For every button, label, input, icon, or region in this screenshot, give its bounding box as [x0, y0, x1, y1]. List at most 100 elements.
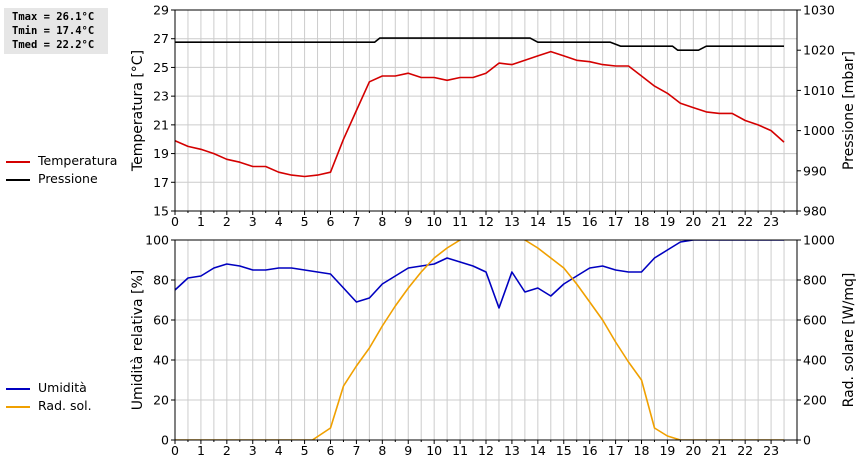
- y2-tick-label: 400: [803, 353, 827, 368]
- x-tick-label: 18: [634, 214, 650, 229]
- plot-border-bottom: [174, 239, 798, 441]
- y-tick-label: 23: [153, 89, 169, 104]
- stat-tmin: Tmin = 17.4°C: [12, 25, 95, 37]
- x-tick-label: 12: [478, 443, 494, 458]
- x-tick-label: 22: [737, 443, 753, 458]
- y2-axis-title-top: Pressione [mbar]: [841, 51, 857, 170]
- x-tick-label: 15: [556, 214, 572, 229]
- legend-label-radiation: Rad. sol.: [38, 398, 92, 413]
- y2-tick-label: 1000: [803, 233, 835, 248]
- x-tick-label: 23: [763, 214, 779, 229]
- legend-item-pressure: Pressione: [6, 170, 117, 188]
- y-tick-label: 21: [153, 117, 169, 132]
- x-tick-label: 10: [426, 443, 442, 458]
- x-tick-label: 17: [608, 443, 624, 458]
- x-tick-label: 11: [452, 214, 468, 229]
- legend-label-temperature: Temperatura: [38, 153, 118, 168]
- plot-border-top: [174, 9, 798, 212]
- x-tick-label: 11: [452, 443, 468, 458]
- series-line-top-1: [175, 37, 784, 52]
- x-tick-label: 9: [404, 214, 412, 229]
- y-tick-label: 25: [153, 60, 169, 75]
- x-tick-label: 13: [504, 214, 520, 229]
- y2-tick-label: 1030: [803, 3, 835, 18]
- y-tick-label: 60: [153, 313, 169, 328]
- x-tick-label: 0: [171, 214, 179, 229]
- x-tick-label: 0: [171, 443, 179, 458]
- y-axis-title-top: Temperatura [°C]: [130, 50, 146, 172]
- legend-item-temperature: Temperatura: [6, 152, 117, 170]
- stat-tmed: Tmed = 22.2°C: [12, 39, 95, 51]
- series-line-top-0: [175, 50, 785, 178]
- y2-axis-title-bottom: Rad. solare [W/mq]: [841, 273, 857, 408]
- stats-box: Tmax = 26.1°C Tmin = 17.4°C Tmed = 22.2°…: [4, 8, 108, 54]
- x-tick-label: 3: [249, 214, 257, 229]
- x-tick-label: 9: [404, 443, 412, 458]
- y-tick-label: 100: [145, 233, 169, 248]
- x-tick-label: 21: [711, 214, 727, 229]
- x-tick-label: 3: [249, 443, 257, 458]
- y2-tick-label: 1020: [803, 43, 835, 58]
- y-tick-label: 19: [153, 146, 169, 161]
- x-tick-label: 8: [378, 443, 386, 458]
- y2-tick-label: 1000: [803, 123, 835, 138]
- x-tick-label: 10: [426, 214, 442, 229]
- y2-tick-label: 800: [803, 273, 827, 288]
- x-tick-label: 16: [582, 443, 598, 458]
- y-tick-label: 27: [153, 31, 169, 46]
- x-tick-label: 18: [634, 443, 650, 458]
- series-line-bottom-0: [175, 240, 784, 309]
- y-tick-label: 17: [153, 175, 169, 190]
- x-tick-label: 6: [327, 214, 335, 229]
- legend-top: Temperatura Pressione: [6, 152, 117, 188]
- x-tick-label: 2: [223, 214, 231, 229]
- legend-bottom: Umidità Rad. sol.: [6, 379, 92, 415]
- x-tick-label: 21: [711, 443, 727, 458]
- y-tick-label: 0: [161, 433, 169, 448]
- x-tick-label: 15: [556, 443, 572, 458]
- y2-tick-label: 990: [803, 163, 827, 178]
- y-axis-title-bottom: Umidità relativa [%]: [130, 270, 146, 411]
- x-tick-label: 1: [197, 214, 205, 229]
- x-tick-label: 22: [737, 214, 753, 229]
- legend-label-pressure: Pressione: [38, 171, 98, 186]
- y2-tick-label: 0: [803, 433, 811, 448]
- y2-tick-label: 200: [803, 393, 827, 408]
- x-tick-label: 8: [378, 214, 386, 229]
- x-tick-label: 19: [659, 443, 675, 458]
- legend-label-humidity: Umidità: [38, 380, 87, 395]
- legend-swatch-radiation: [6, 405, 30, 408]
- x-tick-label: 7: [352, 214, 360, 229]
- legend-swatch-pressure: [6, 178, 30, 181]
- x-tick-label: 14: [530, 214, 546, 229]
- x-tick-label: 17: [608, 214, 624, 229]
- x-tick-label: 4: [275, 214, 283, 229]
- x-tick-label: 16: [582, 214, 598, 229]
- y2-tick-label: 1010: [803, 83, 835, 98]
- legend-swatch-temperature: [6, 160, 30, 163]
- x-tick-label: 20: [685, 214, 701, 229]
- x-tick-label: 5: [301, 214, 309, 229]
- legend-item-humidity: Umidità: [6, 379, 92, 397]
- x-tick-label: 12: [478, 214, 494, 229]
- y-tick-label: 40: [153, 353, 169, 368]
- y-tick-label: 15: [153, 204, 169, 219]
- x-tick-label: 19: [659, 214, 675, 229]
- x-tick-label: 7: [352, 443, 360, 458]
- x-tick-label: 23: [763, 443, 779, 458]
- y2-tick-label: 600: [803, 313, 827, 328]
- x-tick-label: 5: [301, 443, 309, 458]
- x-tick-label: 14: [530, 443, 546, 458]
- y2-tick-label: 980: [803, 204, 827, 219]
- x-tick-label: 4: [275, 443, 283, 458]
- legend-swatch-humidity: [6, 387, 30, 390]
- x-tick-label: 2: [223, 443, 231, 458]
- y-tick-label: 20: [153, 393, 169, 408]
- x-tick-label: 13: [504, 443, 520, 458]
- y-tick-label: 80: [153, 273, 169, 288]
- series-line-bottom-1: [175, 240, 784, 440]
- y-tick-label: 29: [153, 3, 169, 18]
- legend-item-radiation: Rad. sol.: [6, 397, 92, 415]
- stat-tmax: Tmax = 26.1°C: [12, 11, 95, 23]
